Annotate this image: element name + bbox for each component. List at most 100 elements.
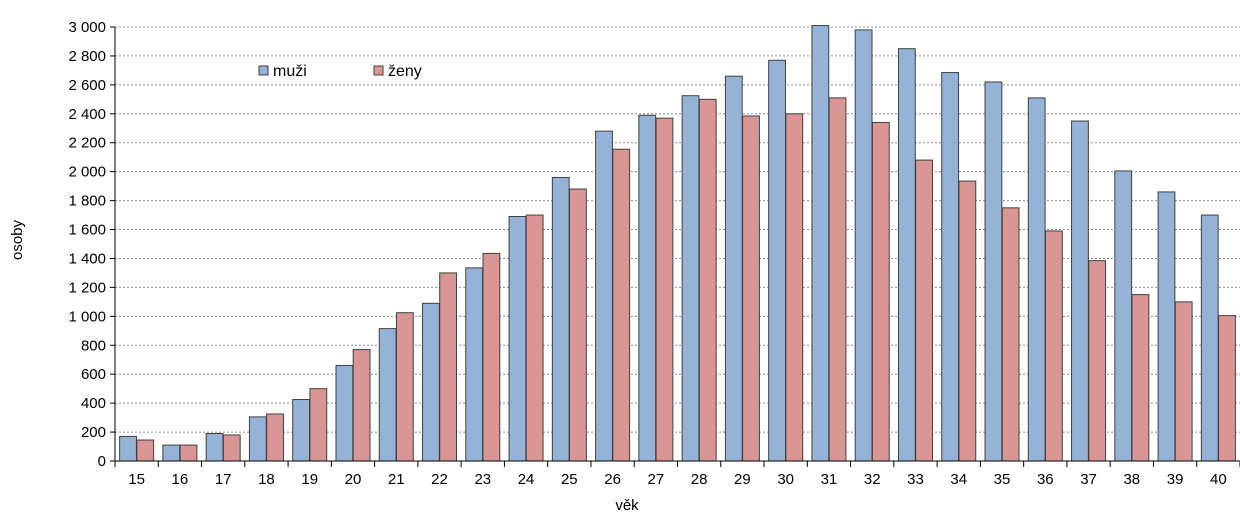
bar-zeny-30 [785,113,804,462]
x-tick-label: 19 [301,471,318,488]
x-tick-label: 31 [821,471,838,488]
tick-labels: 0 200 400 600 800 1 000 1 200 1 400 1 600 1 800 2 … [68,19,1226,488]
bar-zeny-39 [1174,301,1193,462]
y-tick-label: 600 [81,366,106,383]
bar-muzi-26 [595,130,613,462]
y-tick-label: 1 800 [68,193,106,210]
bar-muzi-17 [205,433,224,462]
y-tick-label: 3 000 [68,19,106,36]
y-tick-label: 2 800 [68,48,106,65]
x-tick-label: 25 [561,471,578,488]
bar-zeny-37 [1088,260,1107,462]
bar-muzi-28 [681,95,700,462]
bar-muzi-15 [119,435,137,462]
bar-zeny-17 [222,434,241,462]
bar-muzi-22 [422,302,440,462]
y-axis-label: osoby [9,219,26,260]
bar-zeny-32 [871,121,890,462]
bar-muzi-16 [162,444,181,462]
bar-muzi-37 [1071,120,1089,462]
y-tick-label: 400 [81,395,106,412]
bar-zeny-35 [1001,207,1020,462]
legend-swatch-zeny [373,65,384,76]
x-tick-label: 30 [777,471,794,488]
bar-zeny-22 [439,272,458,462]
bar-muzi-25 [551,176,570,462]
bar-muzi-24 [508,216,527,462]
bar-muzi-31 [811,25,830,462]
bar-zeny-20 [352,349,371,462]
bar-zeny-38 [1131,294,1150,462]
bar-zeny-24 [525,214,544,462]
bar-muzi-27 [638,114,657,462]
x-tick-label: 32 [864,471,881,488]
bar-zeny-29 [742,115,760,462]
bar-zeny-16 [179,444,198,462]
y-tick-label: 1 600 [68,222,106,239]
bar-muzi-39 [1157,191,1176,462]
bar-zeny-23 [482,252,501,462]
bar-zeny-26 [612,148,631,462]
x-tick-label: 39 [1167,471,1184,488]
y-tick-label: 0 [98,453,106,470]
x-tick-label: 16 [172,471,189,488]
y-tick-label: 200 [81,424,106,441]
x-tick-label: 40 [1210,471,1227,488]
x-tick-label: 35 [994,471,1011,488]
bar-zeny-27 [655,117,674,462]
x-tick-label: 17 [215,471,232,488]
bar-zeny-36 [1044,230,1063,462]
y-tick-label: 1 200 [68,279,106,296]
bar-muzi-35 [984,81,1003,462]
x-tick-label: 23 [474,471,491,488]
bar-muzi-40 [1200,214,1219,462]
x-tick-label: 38 [1123,471,1140,488]
x-tick-label: 20 [345,471,362,488]
x-tick-label: 29 [734,471,751,488]
bar-zeny-33 [915,159,933,462]
y-tick-label: 800 [81,337,106,354]
legend: muži ženy [258,63,422,80]
y-tick-label: 2 000 [68,164,106,181]
bar-zeny-40 [1218,315,1236,462]
bar-muzi-38 [1114,170,1133,462]
bar-muzi-19 [292,399,311,462]
y-tick-label: 1 400 [68,250,106,267]
bar-zeny-21 [395,312,414,462]
bar-zeny-34 [958,180,977,462]
x-tick-label: 27 [648,471,665,488]
bar-muzi-30 [768,59,786,462]
bar-zeny-25 [569,188,587,462]
bar-zeny-31 [828,97,847,462]
y-tick-label: 1 000 [68,308,106,325]
x-tick-label: 21 [388,471,405,488]
bar-muzi-23 [465,267,484,462]
bar-muzi-33 [897,48,916,462]
legend-label-zeny: ženy [388,63,422,80]
x-tick-label: 22 [431,471,448,488]
x-tick-label: 36 [1037,471,1054,488]
x-tick-label: 24 [518,471,535,488]
y-tick-label: 2 600 [68,77,106,94]
x-tick-label: 33 [907,471,924,488]
y-tick-label: 2 400 [68,106,106,123]
bars [119,25,1236,462]
bar-zeny-15 [136,439,155,462]
bar-muzi-34 [941,72,960,462]
x-tick-label: 28 [691,471,708,488]
bar-zeny-28 [698,98,717,462]
axes [110,26,1240,467]
bar-zeny-18 [266,413,284,462]
bar-zeny-19 [309,388,328,462]
x-tick-label: 37 [1080,471,1097,488]
bar-muzi-36 [1027,97,1046,462]
legend-label-muzi: muži [273,63,307,80]
bar-muzi-20 [335,365,354,462]
y-tick-label: 2 200 [68,135,106,152]
x-axis-label: věk [615,497,639,514]
bar-muzi-21 [378,328,397,462]
legend-swatch-muzi [258,65,269,76]
x-tick-label: 15 [128,471,145,488]
bar-muzi-32 [854,29,873,462]
